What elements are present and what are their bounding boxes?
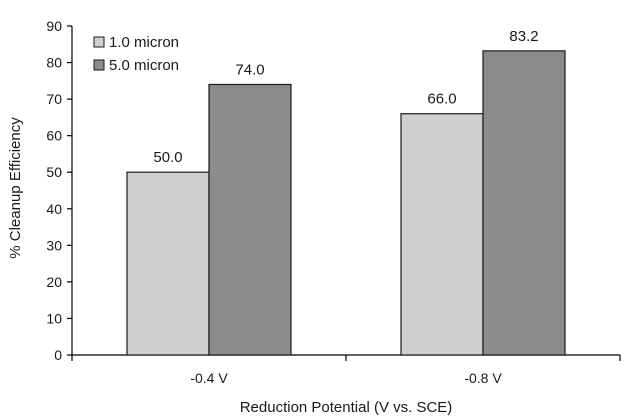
y-axis: 0 10 20 30 40 50 60 70 80 90 (46, 18, 73, 363)
y-tick-label: 10 (46, 310, 62, 326)
data-labels: 50.0 74.0 66.0 83.2 (153, 28, 538, 166)
legend-swatch (93, 36, 105, 48)
data-label: 83.2 (509, 28, 538, 45)
y-tick-label: 20 (46, 274, 62, 290)
bar-series-1 (400, 113, 484, 356)
x-axis-title: Reduction Potential (V vs. SCE) (240, 399, 453, 416)
bars (126, 50, 566, 356)
x-tick-label: -0.4 V (190, 370, 228, 386)
legend: 1.0 micron 5.0 micron (93, 34, 179, 74)
y-tick-label: 40 (46, 201, 62, 217)
bar-series-2 (208, 83, 292, 356)
y-tick-label: 50 (46, 164, 62, 180)
legend-label: 1.0 micron (109, 34, 179, 51)
x-tick-label: -0.8 V (464, 370, 502, 386)
bar-series-1 (126, 171, 210, 356)
x-axis: -0.4 V -0.8 V (71, 354, 621, 386)
y-tick-label: 30 (46, 237, 62, 253)
y-tick-label: 70 (46, 91, 62, 107)
data-label: 50.0 (153, 149, 182, 166)
legend-swatch (93, 59, 105, 71)
bar-series-2 (482, 50, 566, 356)
y-axis-title: % Cleanup Efficiency (7, 117, 24, 259)
y-tick-label: 80 (46, 55, 62, 71)
legend-label: 5.0 micron (109, 57, 179, 74)
data-label: 66.0 (427, 91, 456, 108)
y-tick-label: 60 (46, 128, 62, 144)
data-label: 74.0 (235, 61, 264, 78)
y-tick-label: 0 (54, 347, 62, 363)
y-tick-label: 90 (46, 18, 62, 34)
